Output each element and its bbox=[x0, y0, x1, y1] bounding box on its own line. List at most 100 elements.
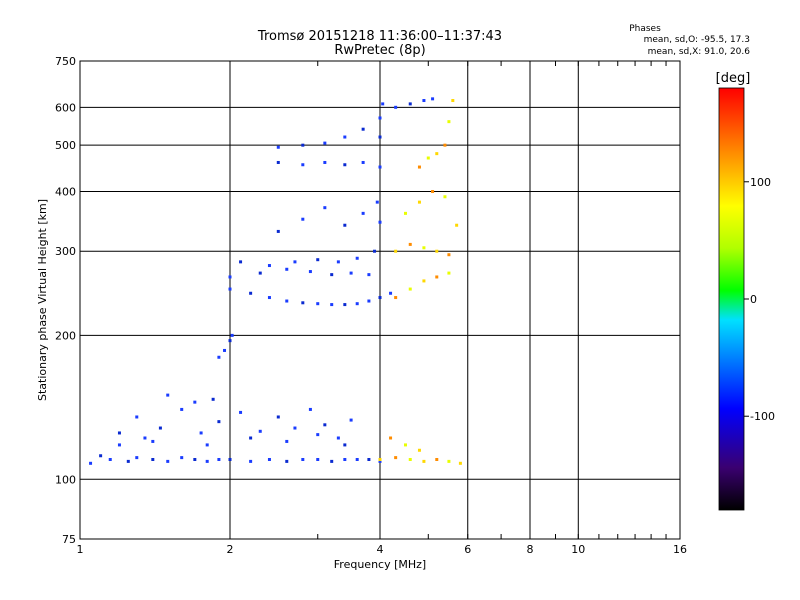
o-mode-point bbox=[378, 220, 382, 224]
x-mode-point bbox=[451, 99, 455, 103]
x-mode-point bbox=[389, 436, 393, 440]
o-mode-point bbox=[258, 429, 262, 433]
x-mode-point bbox=[435, 275, 439, 279]
o-mode-point bbox=[343, 457, 347, 461]
x-mode-point bbox=[403, 211, 407, 215]
o-mode-point bbox=[378, 116, 382, 120]
o-mode-point bbox=[361, 127, 365, 131]
o-mode-point bbox=[301, 143, 305, 147]
x-mode-point bbox=[435, 152, 439, 156]
x-mode-point bbox=[447, 253, 451, 257]
o-mode-point bbox=[193, 400, 197, 404]
o-mode-point bbox=[330, 459, 334, 463]
x-mode-point bbox=[422, 279, 426, 283]
o-mode-point bbox=[249, 436, 253, 440]
o-mode-point bbox=[330, 273, 334, 277]
x-mode-point bbox=[394, 296, 398, 300]
x-mode-point bbox=[408, 457, 412, 461]
o-mode-point bbox=[367, 299, 371, 303]
x-mode-point bbox=[447, 459, 451, 463]
o-mode-point bbox=[135, 456, 139, 460]
x-axis-label: Frequency [MHz] bbox=[334, 558, 426, 571]
y-tick-label: 600 bbox=[55, 101, 76, 114]
o-mode-point bbox=[285, 439, 289, 443]
o-mode-point bbox=[285, 267, 289, 271]
o-mode-point bbox=[230, 333, 234, 337]
x-mode-point bbox=[447, 271, 451, 275]
tick-labels: 1 2 4 6 8 10 16 75 100 200 300 400 500 600 750 bbox=[55, 55, 687, 556]
x-mode-point bbox=[378, 457, 382, 461]
x-mode-point bbox=[422, 246, 426, 250]
o-mode-point bbox=[267, 264, 271, 268]
o-mode-point bbox=[285, 459, 289, 463]
o-mode-point bbox=[301, 217, 305, 221]
x-mode-point bbox=[435, 249, 439, 253]
o-mode-point bbox=[217, 355, 221, 359]
o-mode-point bbox=[193, 457, 197, 461]
o-mode-point bbox=[343, 135, 347, 139]
o-mode-point bbox=[378, 135, 382, 139]
x-mode-point bbox=[458, 461, 462, 465]
y-tick-label: 200 bbox=[55, 329, 76, 342]
o-mode-point bbox=[276, 229, 280, 233]
o-mode-point bbox=[205, 443, 209, 447]
o-mode-point bbox=[323, 160, 327, 164]
o-mode-point bbox=[361, 211, 365, 215]
x-mode-point bbox=[408, 242, 412, 246]
o-mode-point bbox=[228, 457, 232, 461]
x-mode-point bbox=[426, 156, 430, 160]
o-mode-point bbox=[293, 426, 297, 430]
o-mode-point bbox=[367, 273, 371, 277]
o-mode-point bbox=[301, 301, 305, 305]
y-tick-label: 500 bbox=[55, 139, 76, 152]
x-mode-point bbox=[431, 189, 435, 193]
o-mode-point bbox=[323, 141, 327, 145]
o-mode-point bbox=[205, 459, 209, 463]
o-mode-point bbox=[239, 410, 243, 414]
o-mode-point bbox=[330, 303, 334, 307]
o-mode-point bbox=[211, 397, 215, 401]
o-mode-point bbox=[355, 256, 359, 260]
o-mode-point bbox=[355, 302, 359, 306]
o-mode-point bbox=[323, 206, 327, 210]
o-mode-point bbox=[408, 102, 412, 106]
o-mode-point bbox=[267, 296, 271, 300]
o-mode-point bbox=[389, 291, 393, 295]
phases-line-o: mean, sd,O: -95.5, 17.3 bbox=[644, 35, 750, 45]
x-tick-label: 8 bbox=[527, 543, 534, 556]
x-tick-label: 1 bbox=[77, 543, 84, 556]
o-mode-point bbox=[267, 457, 271, 461]
o-mode-point bbox=[143, 436, 147, 440]
x-mode-point bbox=[435, 457, 439, 461]
colorbar-tick-label: -100 bbox=[750, 410, 775, 423]
o-mode-point bbox=[308, 270, 312, 274]
o-mode-point bbox=[258, 271, 262, 275]
o-mode-point bbox=[301, 163, 305, 167]
o-mode-point bbox=[349, 271, 353, 275]
phases-line-x: mean, sd,X: 91.0, 20.6 bbox=[648, 47, 751, 57]
o-mode-point bbox=[301, 457, 305, 461]
o-mode-point bbox=[89, 461, 93, 465]
x-mode-point bbox=[417, 165, 421, 169]
o-mode-point bbox=[199, 431, 203, 435]
o-mode-point bbox=[375, 200, 379, 204]
colorbar-label: [deg] bbox=[716, 71, 751, 86]
o-mode-point bbox=[343, 303, 347, 307]
o-mode-point bbox=[308, 407, 312, 411]
o-mode-point bbox=[228, 339, 232, 343]
o-mode-point bbox=[117, 431, 121, 435]
y-axis-label: Stationary phase Virtual Height [km] bbox=[36, 199, 49, 401]
o-mode-point bbox=[180, 407, 184, 411]
o-mode-point bbox=[276, 415, 280, 419]
o-mode-point bbox=[228, 287, 232, 291]
colorbar-ticks: -100 0 100 bbox=[744, 176, 775, 423]
o-mode-point bbox=[373, 249, 377, 253]
colorbar bbox=[718, 87, 745, 511]
o-mode-point bbox=[343, 443, 347, 447]
o-mode-point bbox=[151, 439, 155, 443]
x-mode-point bbox=[408, 287, 412, 291]
o-mode-point bbox=[126, 459, 130, 463]
o-mode-point bbox=[180, 456, 184, 460]
o-mode-point bbox=[394, 105, 398, 109]
x-tick-label: 6 bbox=[464, 543, 471, 556]
